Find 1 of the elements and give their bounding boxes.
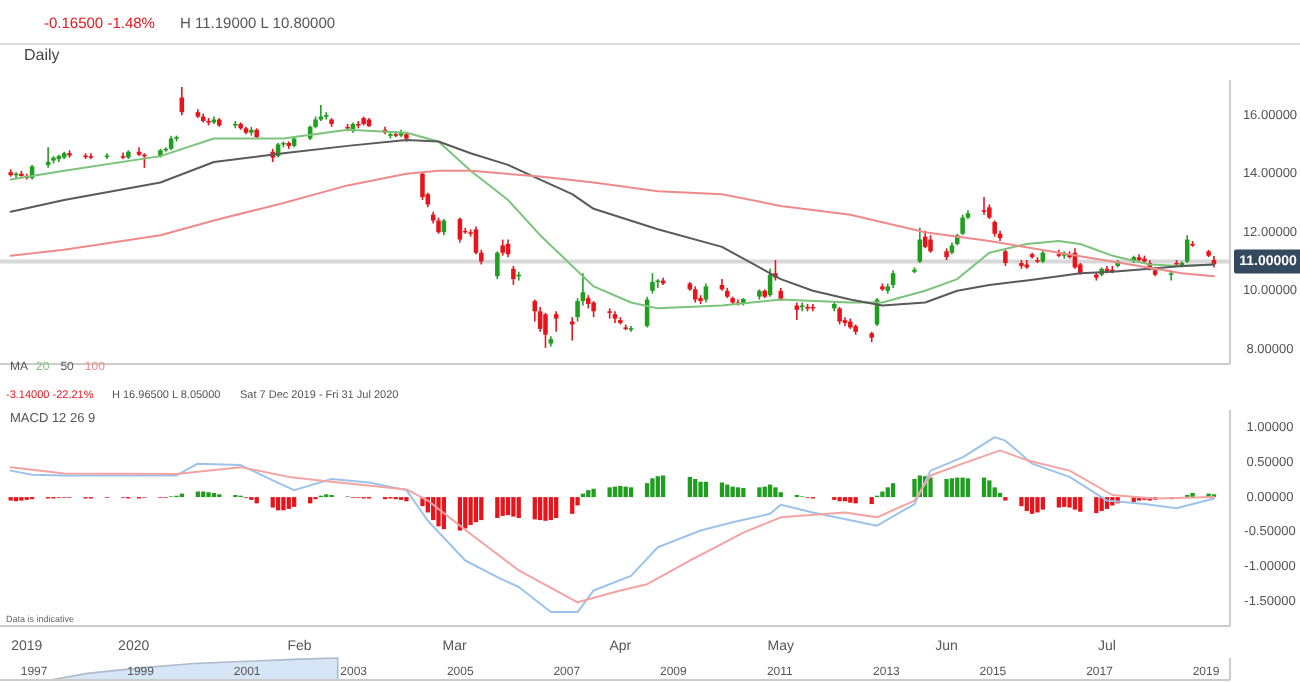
chart-subtitle: Daily bbox=[24, 46, 60, 64]
